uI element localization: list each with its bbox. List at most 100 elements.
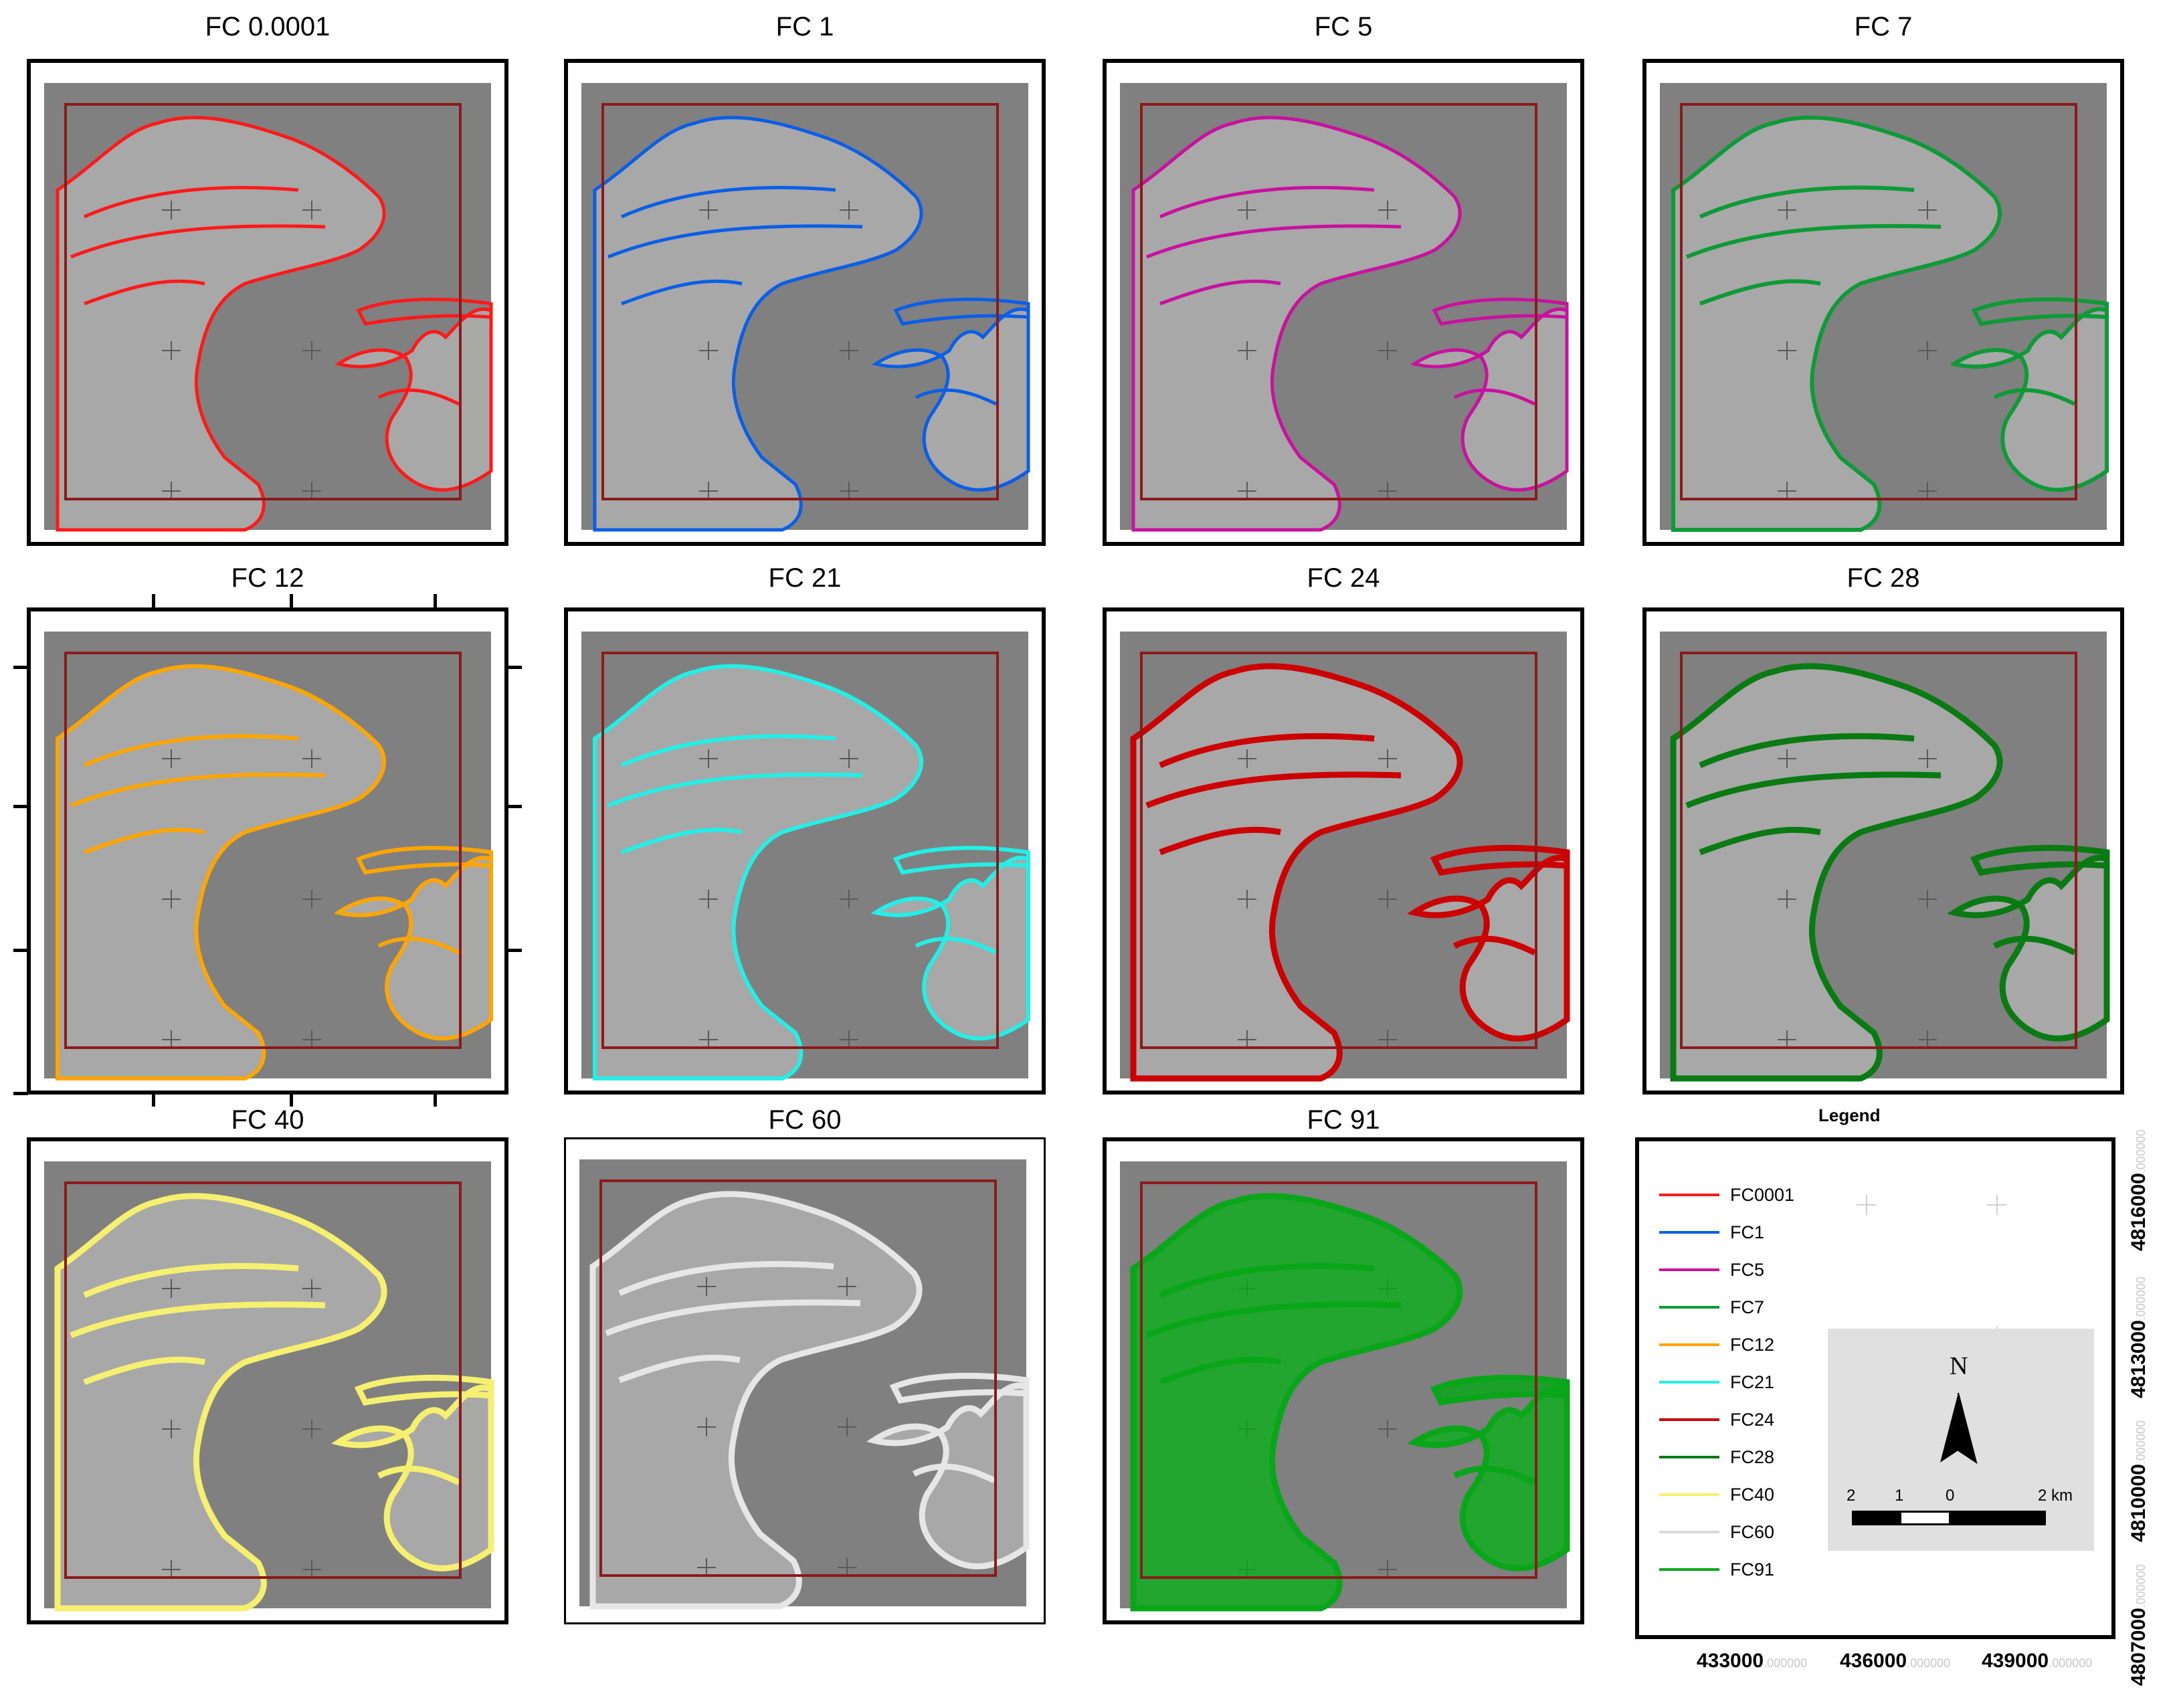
y-coordinate: 4816000.000000	[2128, 1129, 2150, 1251]
graticule-cross	[1238, 201, 1256, 219]
forest-cover-outline	[1407, 1384, 1570, 1572]
legend-label: FC91	[1730, 1559, 1775, 1580]
land-area	[58, 117, 385, 531]
forest-cover-outline	[1993, 388, 2076, 406]
forest-cover-outline	[871, 307, 1030, 492]
graticule-cross	[302, 341, 321, 360]
land-area	[1673, 117, 2000, 531]
graticule-cross	[699, 201, 718, 219]
graticule-cross	[1238, 749, 1256, 768]
graticule-cross	[1778, 482, 1796, 500]
graticule-cross	[697, 1418, 716, 1436]
legend-item: FC12	[1659, 1331, 1774, 1358]
north-arrow-icon	[1940, 1392, 1978, 1464]
legend-swatch	[1659, 1381, 1719, 1384]
legend-swatch	[1659, 1493, 1719, 1496]
graticule-cross	[699, 1030, 718, 1049]
forest-cover-outline	[356, 297, 493, 326]
land-area	[58, 1196, 385, 1608]
grid-tick	[152, 594, 155, 609]
legend-frame: FC0001 FC1 FC5 FC7 FC12 FC21 FC24 FC28 FC40 FC60 F…	[1635, 1137, 2115, 1639]
legend-item: FC1	[1659, 1219, 1764, 1246]
forest-cover-outline	[605, 1299, 861, 1337]
legend-item: FC60	[1659, 1519, 1774, 1545]
forest-cover-outline	[377, 937, 460, 955]
legend-swatch	[1659, 1343, 1719, 1346]
forest-cover-outline	[1410, 307, 1569, 492]
forest-cover-outline	[1430, 844, 1570, 876]
map-panel	[1103, 59, 1584, 546]
grid-tick	[434, 594, 437, 609]
north-label: N	[1950, 1352, 1968, 1380]
forest-cover-outline	[83, 1262, 299, 1299]
graticule-cross	[302, 890, 321, 909]
forest-cover-outline	[893, 297, 1030, 326]
graticule-cross	[1378, 749, 1397, 768]
forest-cover-outline	[1159, 733, 1375, 769]
graticule-cross	[699, 482, 718, 500]
forest-cover-outline	[83, 1356, 205, 1386]
graticule-cross	[162, 341, 181, 360]
forest-cover-outline	[620, 185, 836, 219]
forest-cover-outline	[593, 116, 923, 532]
graticule-cross	[302, 1420, 321, 1438]
graticule-cross	[838, 1277, 856, 1296]
land-area	[593, 1194, 920, 1606]
graticule-cross	[1778, 341, 1796, 360]
grid-tick	[13, 666, 28, 669]
legend-item: FC24	[1659, 1406, 1774, 1433]
graticule-cross	[697, 1277, 716, 1296]
land-area	[339, 309, 491, 490]
graticule-cross	[162, 1279, 181, 1298]
forest-cover-outline	[1159, 1262, 1375, 1299]
map-panel	[564, 607, 1046, 1095]
legend-label: FC60	[1730, 1521, 1775, 1542]
y-coordinate: 4813000.000000	[2128, 1276, 2150, 1398]
land-area	[876, 858, 1028, 1039]
graticule-cross	[302, 201, 321, 219]
legend-swatch	[1659, 1306, 1719, 1309]
graticule-cross	[162, 482, 181, 500]
land-area	[595, 666, 922, 1078]
forest-cover-outline	[866, 1382, 1030, 1570]
land-area	[1133, 117, 1460, 531]
legend-label: FC0001	[1730, 1184, 1795, 1205]
map-panel	[564, 59, 1046, 546]
forest-cover-outline	[607, 772, 863, 808]
forest-cover-outline	[56, 664, 387, 1080]
y-coordinate: 4807000.000000	[2128, 1564, 2150, 1686]
graticule-cross	[162, 1030, 181, 1049]
graticule-cross	[1238, 341, 1256, 360]
legend-item: FC28	[1659, 1444, 1774, 1470]
land-area	[1414, 309, 1567, 490]
study-area-boundary	[601, 652, 999, 1049]
study-area-boundary	[1140, 1181, 1537, 1579]
legend-label: FC24	[1730, 1409, 1775, 1430]
graticule-cross	[699, 341, 718, 360]
forest-cover-outline	[333, 856, 493, 1041]
forest-cover-outline	[377, 1465, 461, 1486]
forest-cover-outline	[56, 116, 386, 532]
scale-bar	[1852, 1511, 2046, 1525]
panel-title: FC 5	[1314, 12, 1373, 41]
hillshade-map	[44, 632, 493, 1080]
graticule-cross	[1378, 201, 1397, 219]
graticule-cross	[1778, 890, 1796, 909]
x-coordinate: 433000.000000	[1697, 1650, 1808, 1672]
grid-tick	[13, 949, 28, 952]
forest-cover-outline	[70, 224, 326, 259]
forest-cover-outline	[1671, 115, 2002, 532]
forest-cover-outline	[83, 185, 299, 219]
land-area	[1954, 858, 2107, 1039]
hillshade-map	[1660, 83, 2109, 532]
forest-cover-outline	[1699, 185, 1915, 219]
graticule-cross	[162, 749, 181, 768]
scale-label: 0	[1946, 1487, 1955, 1505]
legend-item: FC5	[1659, 1256, 1764, 1283]
land-area	[876, 309, 1028, 490]
graticule-cross	[1238, 482, 1256, 500]
forest-cover-outline	[1145, 1301, 1402, 1339]
forest-cover-outline	[1131, 116, 1462, 532]
x-coordinate: 436000.000000	[1840, 1650, 1951, 1672]
legend-swatch	[1659, 1231, 1719, 1234]
